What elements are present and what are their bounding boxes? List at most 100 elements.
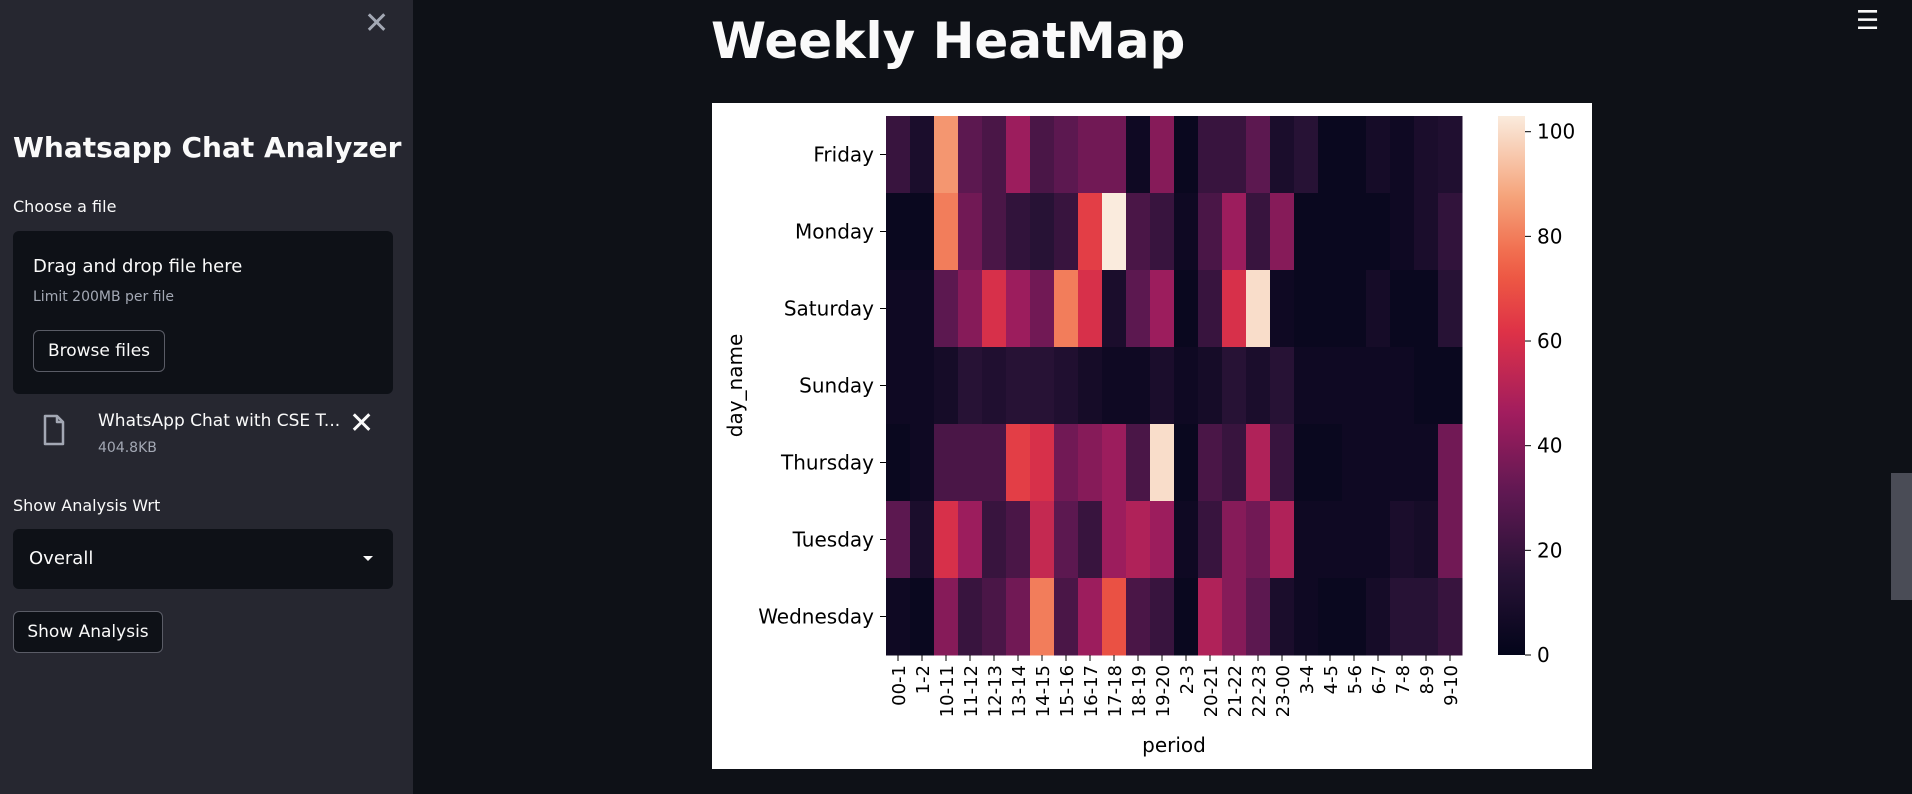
heatmap-cell xyxy=(1318,501,1343,579)
heatmap-cell xyxy=(1414,347,1439,425)
heatmap-cell xyxy=(1438,501,1463,579)
analysis-select-value: Overall xyxy=(29,548,94,569)
select-label: Show Analysis Wrt xyxy=(13,496,161,515)
heatmap-cell xyxy=(1150,347,1175,425)
hamburger-menu-icon[interactable]: ☰ xyxy=(1856,6,1880,36)
heatmap-cell xyxy=(1294,578,1319,656)
heatmap-cell xyxy=(1054,116,1079,194)
x-tick-label: 19-20 xyxy=(1153,665,1174,717)
remove-file-icon[interactable]: ✕ xyxy=(349,406,375,441)
heatmap-cell xyxy=(1438,116,1463,194)
colorbar-tick-label: 100 xyxy=(1537,120,1575,144)
heatmap-cell xyxy=(1246,116,1271,194)
heatmap-cell xyxy=(1294,501,1319,579)
heatmap-cell xyxy=(1318,578,1343,656)
heatmap-cell xyxy=(1174,424,1199,502)
heatmap-cell xyxy=(934,347,959,425)
page-title: Weekly HeatMap xyxy=(711,12,1186,70)
y-tick-label: Monday xyxy=(795,220,874,244)
file-uploader-label: Choose a file xyxy=(13,197,117,216)
heatmap-cell xyxy=(1222,578,1247,656)
heatmap-cell xyxy=(1006,116,1031,194)
y-tick-label: Friday xyxy=(813,143,874,167)
x-tick-label: 8-9 xyxy=(1417,665,1438,694)
heatmap-cell xyxy=(910,116,935,194)
heatmap-cell xyxy=(1390,193,1415,271)
x-tick-label: 4-5 xyxy=(1321,665,1342,694)
heatmap-cell xyxy=(1318,347,1343,425)
heatmap-cell xyxy=(1006,501,1031,579)
y-tick-label: Thursday xyxy=(780,451,874,475)
colorbar-tick-label: 0 xyxy=(1537,643,1550,667)
heatmap-svg: Friday Monday Saturday Sunday Thursday Tuesda… xyxy=(723,116,1575,757)
heatmap-cell xyxy=(1222,501,1247,579)
heatmap-cell xyxy=(1198,270,1223,348)
close-icon[interactable]: ✕ xyxy=(364,6,390,41)
heatmap-cell xyxy=(1222,347,1247,425)
heatmap-cell xyxy=(1054,501,1079,579)
heatmap-cell xyxy=(1270,270,1295,348)
heatmap-cell xyxy=(982,424,1007,502)
heatmap-cell xyxy=(1054,193,1079,271)
x-tick-label: 1-2 xyxy=(913,665,934,694)
heatmap-cell xyxy=(934,578,959,656)
uploaded-file-name: WhatsApp Chat with CSE T... xyxy=(98,411,341,431)
x-tick-label: 7-8 xyxy=(1393,665,1414,694)
heatmap-cell xyxy=(1318,424,1343,502)
heatmap-cell xyxy=(1198,347,1223,425)
heatmap-cell xyxy=(1342,347,1367,425)
x-tick-label: 23-00 xyxy=(1273,665,1294,717)
heatmap-cell xyxy=(1078,347,1103,425)
heatmap-cell xyxy=(1198,578,1223,656)
scrollbar[interactable] xyxy=(1891,473,1912,600)
heatmap-cell xyxy=(1366,270,1391,348)
file-dropzone[interactable]: Drag and drop file here Limit 200MB per … xyxy=(13,231,393,394)
heatmap-cell xyxy=(1414,501,1439,579)
heatmap-cell xyxy=(958,347,983,425)
heatmap-cell xyxy=(958,270,983,348)
heatmap-cell xyxy=(1318,193,1343,271)
browse-files-button[interactable]: Browse files xyxy=(33,330,165,372)
heatmap-cell xyxy=(1390,424,1415,502)
heatmap-cell xyxy=(1102,424,1127,502)
heatmap-cell xyxy=(1390,347,1415,425)
heatmap-cell xyxy=(1150,578,1175,656)
heatmap-cell xyxy=(958,501,983,579)
heatmap-cell xyxy=(1342,193,1367,271)
heatmap-cell xyxy=(934,116,959,194)
heatmap-cell xyxy=(1102,270,1127,348)
heatmap-cell xyxy=(1150,193,1175,271)
heatmap-cell xyxy=(886,501,911,579)
heatmap-cell xyxy=(1246,424,1271,502)
heatmap-cell xyxy=(1174,347,1199,425)
sidebar: ✕ Whatsapp Chat Analyzer Choose a file D… xyxy=(0,0,413,794)
show-analysis-button[interactable]: Show Analysis xyxy=(13,611,163,653)
x-axis-label: period xyxy=(1142,733,1206,757)
heatmap-cell xyxy=(1270,501,1295,579)
heatmap-cell xyxy=(1030,424,1055,502)
heatmap-cell xyxy=(1438,347,1463,425)
heatmap-cell xyxy=(910,270,935,348)
heatmap-cell xyxy=(1102,578,1127,656)
heatmap-cell xyxy=(1126,116,1151,194)
heatmap-cell xyxy=(1318,116,1343,194)
heatmap-cell xyxy=(1270,116,1295,194)
heatmap-cell xyxy=(1078,578,1103,656)
heatmap-cell xyxy=(934,193,959,271)
heatmap-cell xyxy=(910,578,935,656)
heatmap-cell xyxy=(1078,116,1103,194)
heatmap-cell xyxy=(910,193,935,271)
heatmap-cell xyxy=(886,193,911,271)
analysis-select[interactable]: Overall xyxy=(13,529,393,589)
heatmap-cell xyxy=(1150,424,1175,502)
heatmap-cell xyxy=(1102,347,1127,425)
x-tick-label: 16-17 xyxy=(1081,665,1102,717)
heatmap-cell xyxy=(1006,578,1031,656)
file-icon xyxy=(43,414,65,446)
heatmap-cell xyxy=(1246,501,1271,579)
heatmap-cell xyxy=(982,116,1007,194)
heatmap-cell xyxy=(1342,501,1367,579)
x-tick-label: 3-4 xyxy=(1297,665,1318,694)
heatmap-cell xyxy=(1294,116,1319,194)
colorbar xyxy=(1498,116,1525,655)
